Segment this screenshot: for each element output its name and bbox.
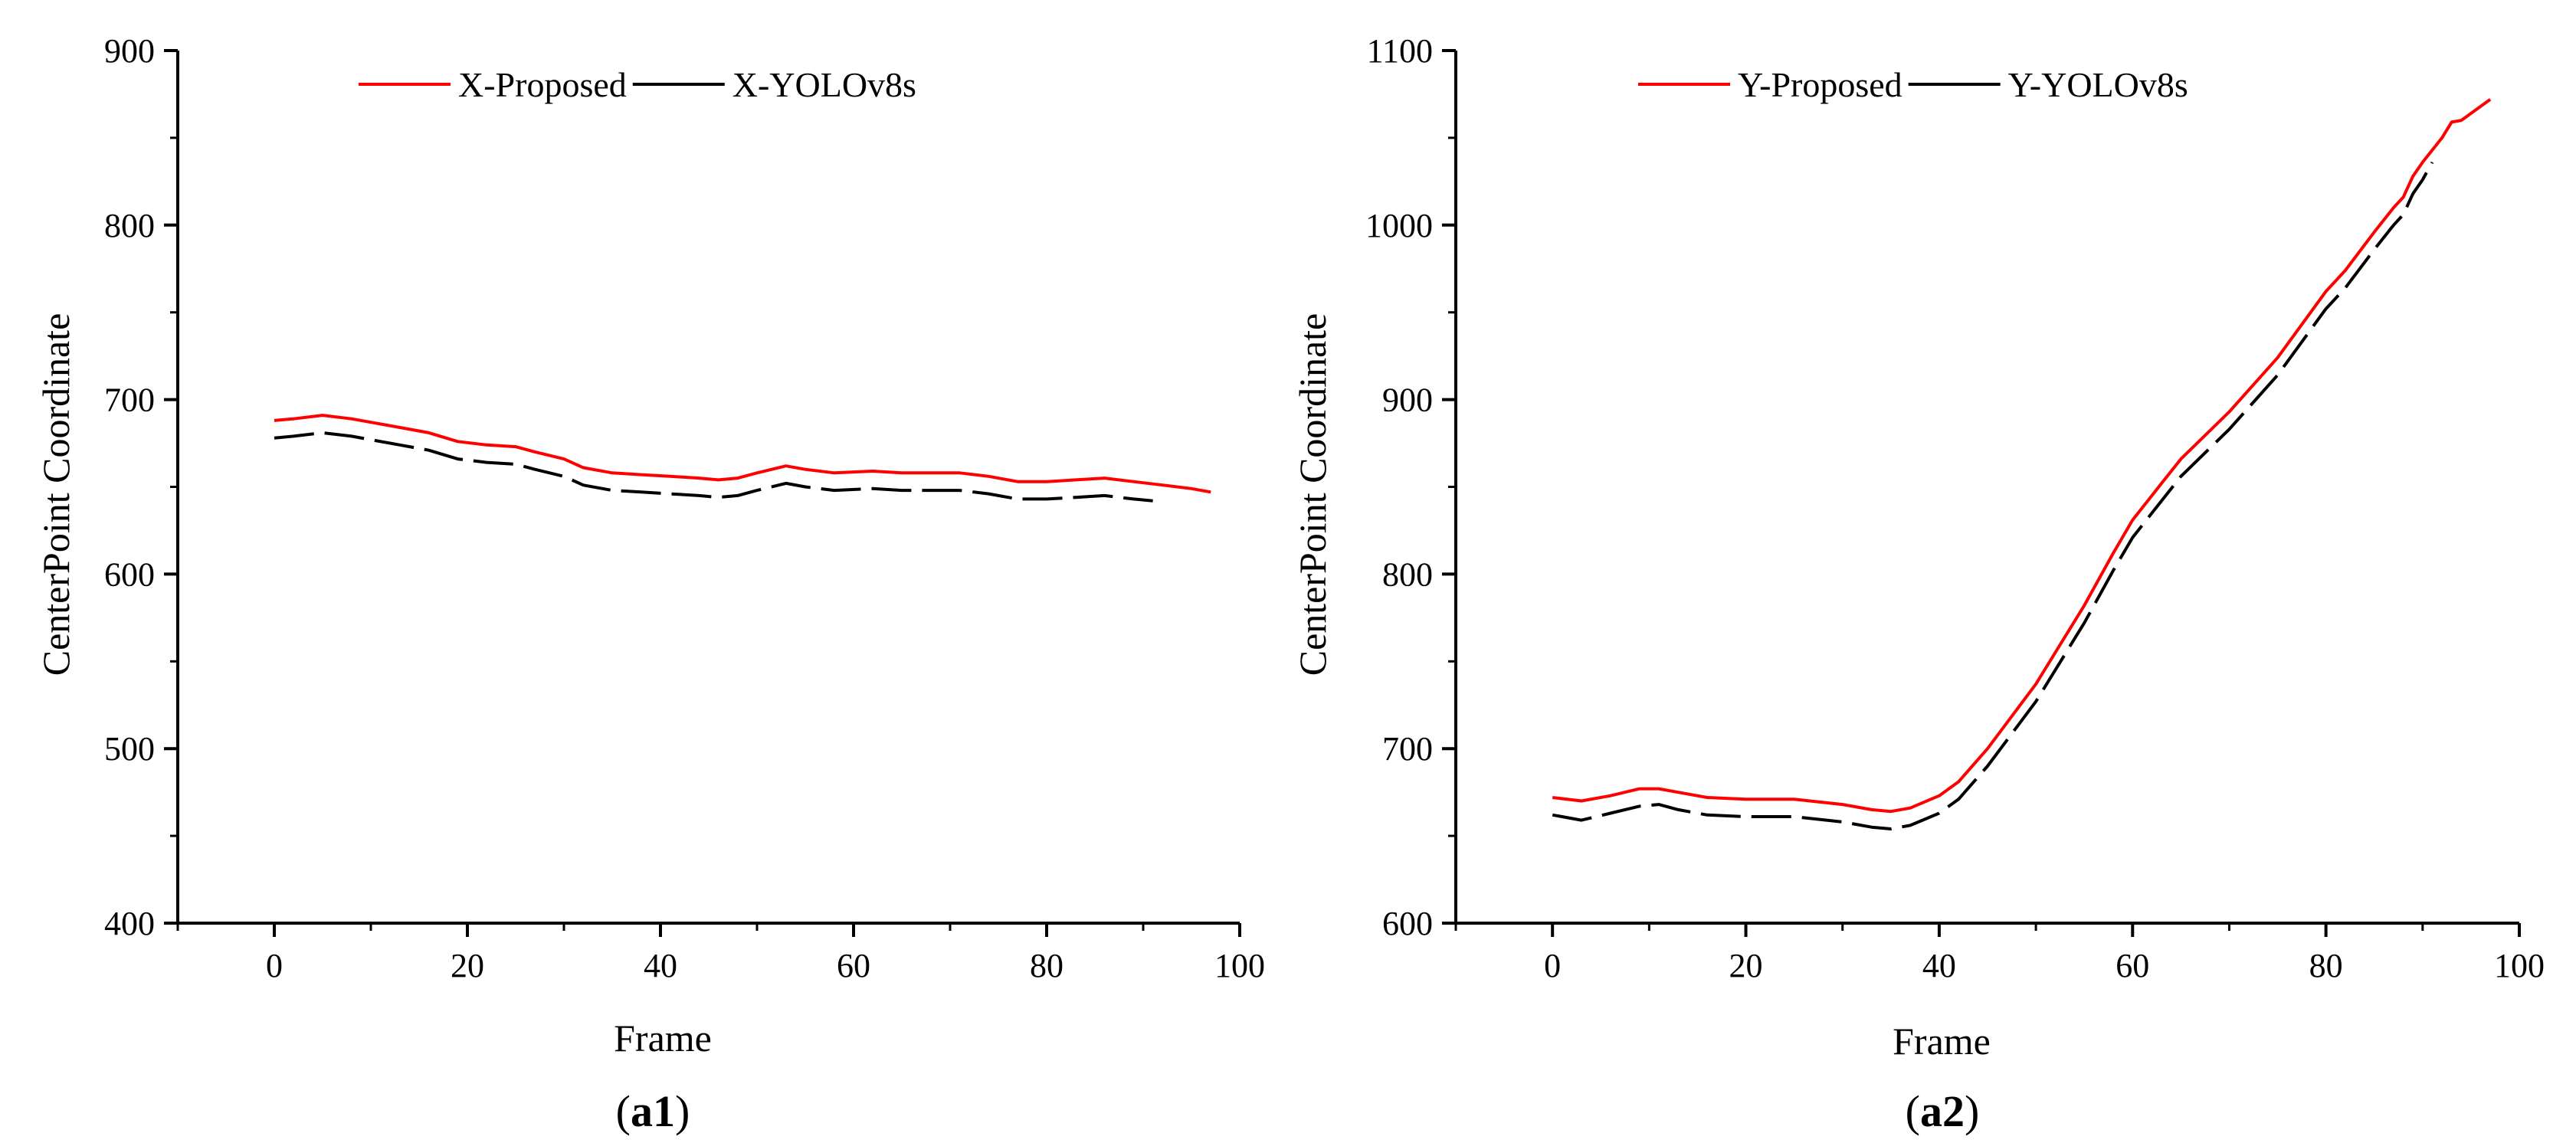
x-axis-title: Frame <box>1893 1020 1991 1063</box>
x-tick-label: 20 <box>451 947 484 984</box>
x-tick-label: 60 <box>2116 947 2149 984</box>
legend: Y-Proposed Y-YOLOv8s <box>1638 65 2188 104</box>
y-tick-label: 700 <box>104 382 155 419</box>
legend-item: Y-YOLOv8s <box>1908 65 2188 104</box>
legend-label: Y-YOLOv8s <box>2008 65 2188 104</box>
legend-label: X-Proposed <box>458 65 627 104</box>
panel-label-open: ( <box>616 1086 631 1136</box>
y-tick-label: 900 <box>1382 382 1433 419</box>
legend-item: Y-Proposed <box>1638 65 1903 104</box>
x-tick-label: 0 <box>1544 947 1561 984</box>
y-tick-label: 600 <box>104 555 155 593</box>
series-line-x-proposed <box>274 414 1211 494</box>
x-tick-label: 100 <box>1214 947 1265 984</box>
panel-a1: 400 500 600 700 800 900 0 20 40 60 80 100 X-Proposed… <box>34 32 1265 1136</box>
panel-label-id: a1 <box>631 1086 675 1136</box>
y-axis-title: CenterPoint Coordinate <box>34 313 77 676</box>
legend-item: X-YOLOv8s <box>632 65 916 104</box>
y-tick-label: 800 <box>104 207 155 244</box>
x-tick-label: 60 <box>837 947 870 984</box>
series-line-y-yolov8s <box>1552 161 2434 830</box>
x-tick-label: 80 <box>1030 947 1064 984</box>
panel-label-close: ) <box>1965 1086 1979 1136</box>
x-tick-label: 0 <box>266 947 283 984</box>
x-tick-label: 40 <box>1922 947 1956 984</box>
panel-label-close: ) <box>675 1086 690 1136</box>
panel-label: (a1) <box>616 1086 690 1136</box>
y-axis-title: CenterPoint Coordinate <box>1291 313 1334 676</box>
x-tick-label: 100 <box>2494 947 2545 984</box>
y-tick-label: 700 <box>1382 730 1433 768</box>
y-tick-label: 600 <box>1382 905 1433 942</box>
series-line-x-yolov8s <box>274 431 1153 503</box>
series-line-y-proposed <box>1552 98 2492 814</box>
legend: X-Proposed X-YOLOv8s <box>359 65 916 104</box>
panel-label: (a2) <box>1906 1086 1980 1136</box>
legend-item: X-Proposed <box>359 65 627 104</box>
x-tick-label: 20 <box>1729 947 1763 984</box>
y-tick-label: 500 <box>104 730 155 768</box>
panel-a2: 600 700 800 900 1000 1100 0 20 40 60 80 100 Y-Propos… <box>1291 32 2545 1136</box>
legend-label: X-YOLOv8s <box>732 65 916 104</box>
y-tick-label: 1100 <box>1367 32 1433 70</box>
y-tick-label: 900 <box>104 32 155 70</box>
legend-label: Y-Proposed <box>1738 65 1903 104</box>
y-tick-label: 800 <box>1382 555 1433 593</box>
x-tick-label: 80 <box>2309 947 2343 984</box>
x-axis-title: Frame <box>614 1017 712 1059</box>
panel-label-id: a2 <box>1920 1086 1965 1136</box>
y-tick-label: 1000 <box>1365 207 1433 244</box>
panel-label-open: ( <box>1906 1086 1920 1136</box>
y-tick-label: 400 <box>104 905 155 942</box>
x-tick-label: 40 <box>644 947 677 984</box>
